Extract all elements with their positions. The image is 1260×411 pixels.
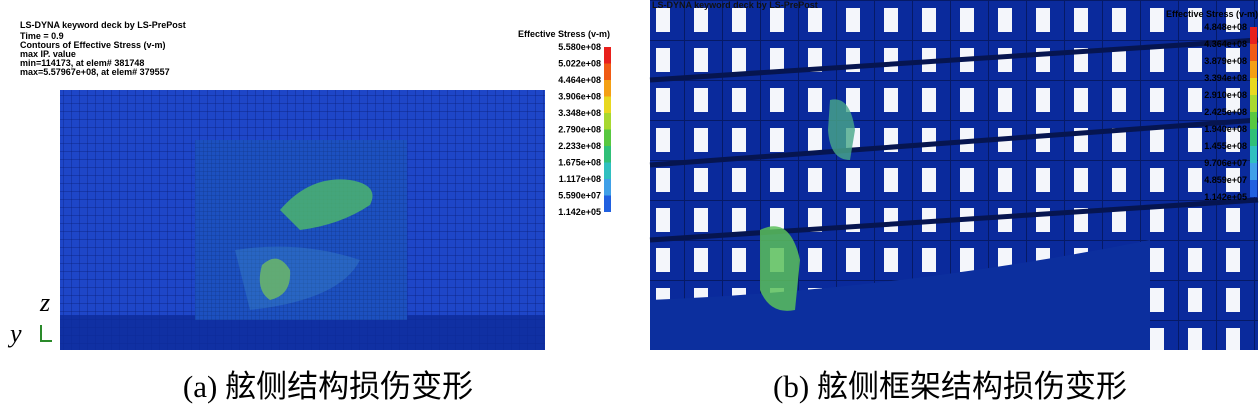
- legend-label: 2.910e+08: [1204, 90, 1247, 100]
- header-line: max=5.57967e+08, at elem# 379557: [20, 67, 170, 77]
- colorbar-segment: [1250, 129, 1257, 146]
- legend-title: Effective Stress (v-m): [518, 29, 610, 39]
- panel-b-annotations: LS-DYNA keyword deck by LS-PrePost Effect…: [652, 0, 1258, 202]
- colorbar-segment: [604, 195, 611, 212]
- colorbar-segment: [604, 179, 611, 196]
- header-line: LS-DYNA keyword deck by LS-PrePost: [20, 20, 186, 30]
- colorbar-segment: [604, 113, 611, 130]
- panel-b-model: [649, 0, 1259, 350]
- legend-label: 3.879e+08: [1204, 56, 1247, 66]
- stress-blob: [259, 258, 291, 300]
- legend-label: 3.394e+08: [1204, 73, 1247, 83]
- legend-label: 4.464e+08: [558, 75, 601, 85]
- colorbar-segment: [604, 80, 611, 97]
- damage-zone: [195, 140, 407, 320]
- colorbar-segment: [1250, 146, 1257, 163]
- colorbar-segment: [1250, 61, 1257, 78]
- colorbar-segment: [604, 146, 611, 163]
- legend-label: 4.859e+07: [1204, 175, 1247, 185]
- legend-label: 1.117e+08: [559, 174, 601, 184]
- colorbar-segment: [604, 47, 611, 64]
- stress-blob: [828, 99, 855, 160]
- axis-triad: [40, 325, 52, 342]
- stress-blob: [760, 226, 800, 311]
- legend-label: 1.455e+08: [1204, 141, 1247, 151]
- colorbar-segment: [1250, 95, 1257, 112]
- bottom-structure: [650, 240, 1150, 350]
- colorbar-segment: [1250, 180, 1257, 197]
- legend-label: 5.590e+07: [558, 191, 601, 201]
- axis-z-label: z: [39, 288, 50, 317]
- colorbar-segment: [1250, 78, 1257, 95]
- legend-label: 2.233e+08: [558, 141, 601, 151]
- legend-label: 2.790e+08: [558, 125, 601, 135]
- colorbar-segment: [604, 63, 611, 80]
- colorbar-segment: [1250, 27, 1257, 44]
- legend-label: 1.675e+08: [558, 158, 601, 168]
- header-line: Contours of Effective Stress (v-m): [20, 40, 166, 50]
- legend-label: 1.142e+05: [1204, 192, 1247, 202]
- caption-b: (b) 舷侧框架结构损伤变形: [773, 369, 1127, 404]
- legend-label: 4.848e+08: [1204, 22, 1247, 32]
- legend-label: 2.425e+08: [1204, 107, 1247, 117]
- legend-title: Effective Stress (v-m): [1166, 9, 1258, 19]
- colorbar-segment: [1250, 112, 1257, 129]
- colorbar-segment: [604, 96, 611, 113]
- colorbar-segment: [604, 162, 611, 179]
- header-line: max IP. value: [20, 49, 76, 59]
- header-line: LS-DYNA keyword deck by LS-PrePost: [652, 0, 818, 10]
- colorbar-segment: [1250, 44, 1257, 61]
- legend-label: 3.906e+08: [558, 92, 601, 102]
- header-line: Time = 0.9: [20, 31, 64, 41]
- legend-label: 9.706e+07: [1204, 158, 1247, 168]
- header-line: min=114173, at elem# 381748: [20, 58, 144, 68]
- stress-halo: [235, 246, 360, 310]
- axis-y-label: y: [7, 319, 22, 348]
- deck-plate: [649, 37, 1259, 243]
- panel-a-model: z y: [7, 90, 545, 350]
- legend-label: 5.580e+08: [558, 42, 601, 52]
- mesh-bottom: [60, 315, 545, 350]
- legend-label: 1.142e+05: [558, 207, 601, 217]
- legend-label: 3.348e+08: [558, 108, 601, 118]
- legend-label: 5.022e+08: [558, 59, 601, 69]
- legend-label: 1.940e+08: [1204, 124, 1247, 134]
- colorbar-segment: [1250, 163, 1257, 180]
- caption-a: (a) 舷侧结构损伤变形: [183, 369, 473, 404]
- legend-label: 4.364e+08: [1204, 39, 1247, 49]
- stress-blob: [280, 179, 373, 230]
- colorbar-segment: [604, 129, 611, 146]
